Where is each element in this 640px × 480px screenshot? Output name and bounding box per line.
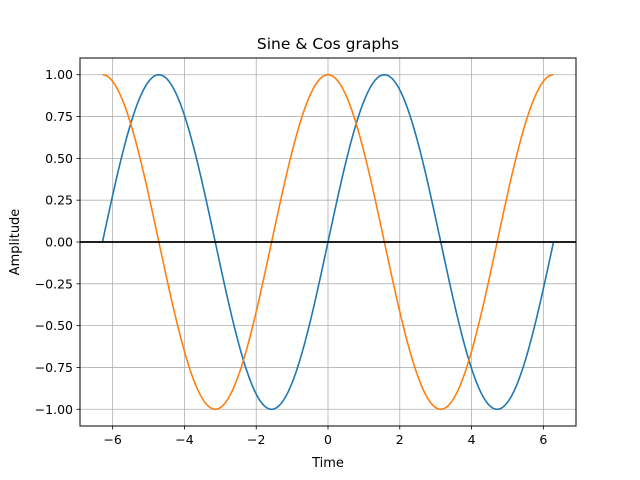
ticks: −6 −4 −2 0 2 4 6 1.00 0.75 0.50 0.25 0.00 −0.25 −0.50…	[35, 67, 548, 447]
y-tick-label: 0.75	[45, 109, 73, 124]
y-tick-label: 0.25	[45, 193, 73, 208]
y-tick-label: −0.75	[35, 360, 73, 375]
y-tick-label: −1.00	[35, 402, 73, 417]
x-tick-label: −2	[247, 432, 265, 447]
y-tick-label: 0.00	[45, 235, 73, 250]
x-tick-label: 6	[539, 432, 547, 447]
y-tick-label: −0.25	[35, 276, 73, 291]
x-axis-label: Time	[311, 456, 344, 471]
x-tick-label: −6	[103, 432, 121, 447]
x-tick-label: −4	[175, 432, 193, 447]
y-axis-label: Amplitude	[8, 209, 23, 276]
chart-title: Sine & Cos graphs	[257, 35, 399, 53]
x-tick-label: 4	[468, 432, 476, 447]
y-tick-label: 1.00	[45, 67, 73, 82]
cos-series-line	[102, 73, 554, 411]
x-tick-label: 0	[324, 432, 332, 447]
y-tick-label: 0.50	[45, 151, 73, 166]
y-tick-label: −0.50	[35, 318, 73, 333]
x-tick-label: 2	[396, 432, 404, 447]
